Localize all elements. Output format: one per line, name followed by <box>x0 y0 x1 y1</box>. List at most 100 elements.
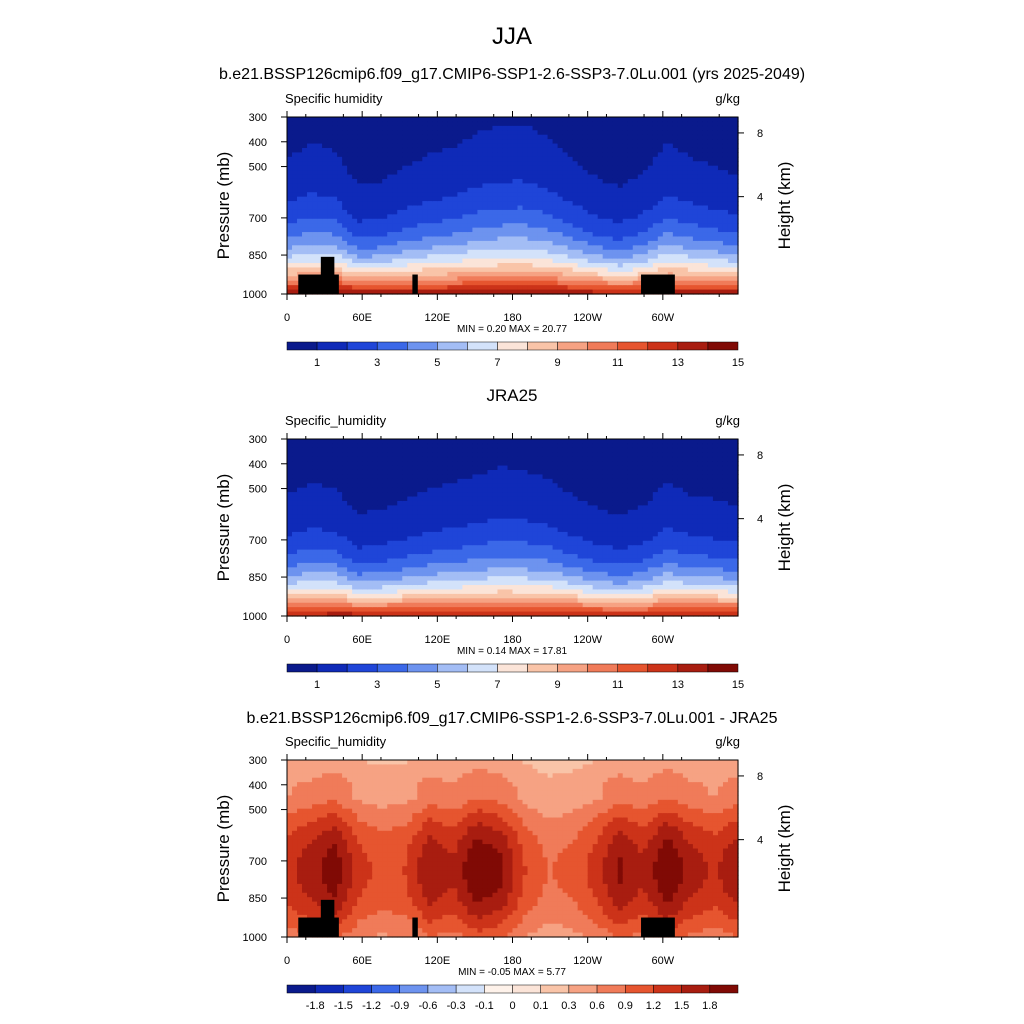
colorbar-label: 15 <box>732 357 744 369</box>
colorbar-box <box>647 341 679 351</box>
y-tick-label: 300 <box>249 434 267 446</box>
x-axis: 0 60E 120E 180 120W 60W <box>284 433 720 646</box>
y-tick-label: 850 <box>249 893 267 905</box>
colorbar-box <box>343 984 372 994</box>
x-tick-label: 120W <box>573 312 602 324</box>
y-axis: 300 400 500 700 850 1000 Pressure (mb) <box>214 112 287 301</box>
colorbar-box <box>371 984 400 994</box>
colorbar-label: 3 <box>374 357 380 369</box>
panel-title: JRA25 <box>486 386 537 405</box>
right-tick-label: 4 <box>757 192 763 204</box>
y-axis: 300 400 500 700 850 1000 Pressure (mb) <box>214 755 287 944</box>
colorbar-label: -0.3 <box>447 1000 466 1012</box>
colorbar-box <box>568 984 598 994</box>
colorbar-box <box>557 663 588 673</box>
y-tick-label: 400 <box>249 137 267 149</box>
colorbar-label: -1.8 <box>306 1000 325 1012</box>
colorbar-box <box>314 984 344 994</box>
colorbar-label: 1 <box>314 679 320 691</box>
season-title: JJA <box>492 23 532 50</box>
right-axis: 8 4 Height (km) <box>738 450 794 571</box>
x-tick-label: 0 <box>284 634 290 646</box>
panel-title: b.e21.BSSP126cmip6.f09_g17.CMIP6-SSP1-2.… <box>247 710 778 727</box>
colorbar-label: 5 <box>434 679 440 691</box>
colorbar-box <box>455 984 485 994</box>
y-tick-label: 1000 <box>243 932 267 944</box>
colorbar-box <box>617 341 649 351</box>
panel-3: b.e21.BSSP126cmip6.f09_g17.CMIP6-SSP1-2.… <box>214 710 794 1012</box>
field <box>287 117 739 295</box>
colorbar-label: -1.2 <box>362 1000 381 1012</box>
x-tick-label: 120E <box>424 312 450 324</box>
colorbar-box <box>286 341 318 351</box>
y-tick-label: 500 <box>249 805 267 817</box>
colorbar-box <box>587 341 618 351</box>
colorbar-box <box>467 341 498 351</box>
colorbar-box <box>407 663 438 673</box>
colorbar-box <box>346 341 378 351</box>
colorbar-box <box>407 341 438 351</box>
right-tick-label: 8 <box>757 771 763 783</box>
y-tick-label: 850 <box>249 572 267 584</box>
colorbar-label: 11 <box>612 679 623 691</box>
colorbar-box <box>625 984 654 994</box>
colorbar-box <box>707 663 739 673</box>
colorbar-label: 1.5 <box>674 1000 689 1012</box>
colorbar-label: 0 <box>509 1000 515 1012</box>
right-tick-label: 4 <box>757 514 763 526</box>
panel-title: b.e21.BSSP126cmip6.f09_g17.CMIP6-SSP1-2.… <box>219 66 805 83</box>
min-max-stats: MIN = 0.20 MAX = 20.77 <box>457 324 567 335</box>
y-axis-label: Pressure (mb) <box>214 795 233 903</box>
colorbar-box <box>512 984 541 994</box>
colorbar-box <box>376 341 408 351</box>
units-label: g/kg <box>715 734 740 749</box>
y-tick-label: 400 <box>249 780 267 792</box>
colorbar-label: 1 <box>314 357 320 369</box>
x-tick-label: 0 <box>284 955 290 967</box>
colorbar-box <box>316 663 348 673</box>
colorbar-box <box>557 341 588 351</box>
y-tick-label: 700 <box>249 213 267 225</box>
colorbar-label: 1.8 <box>702 1000 717 1012</box>
colorbar-label: 9 <box>555 357 561 369</box>
right-axis: 8 4 Height (km) <box>738 128 794 249</box>
x-tick-label: 180 <box>503 634 521 646</box>
colorbar-label: 13 <box>672 357 684 369</box>
x-tick-label: 180 <box>503 955 521 967</box>
colorbar-label: -1.5 <box>334 1000 353 1012</box>
colorbar-box <box>677 663 709 673</box>
y-tick-label: 500 <box>249 484 267 496</box>
x-tick-label: 120W <box>573 955 602 967</box>
terrain <box>298 256 675 294</box>
y-tick-label: 500 <box>249 162 267 174</box>
y-tick-label: 850 <box>249 250 267 262</box>
x-tick-label: 60W <box>652 312 675 324</box>
colorbar-box <box>437 341 468 351</box>
colorbar-label: 5 <box>434 357 440 369</box>
colorbar-label: 7 <box>494 679 500 691</box>
colorbar-box <box>437 663 468 673</box>
x-tick-label: 180 <box>503 312 521 324</box>
right-tick-label: 4 <box>757 835 763 847</box>
colorbar-box <box>346 663 378 673</box>
panel-2: JRA25 Specific_humidity g/kg 0 60E 120E 180 120… <box>214 386 794 691</box>
variable-label: Specific_humidity <box>285 413 387 428</box>
colorbar-label: 7 <box>494 357 500 369</box>
y-tick-label: 400 <box>249 459 267 471</box>
field <box>287 760 739 938</box>
field <box>287 439 739 617</box>
x-tick-label: 120E <box>424 634 450 646</box>
x-tick-label: 120E <box>424 955 450 967</box>
colorbar-label: 15 <box>732 679 744 691</box>
colorbar-label: 1.2 <box>646 1000 661 1012</box>
x-tick-label: 60W <box>652 634 675 646</box>
colorbar-label: -0.1 <box>475 1000 494 1012</box>
colorbar: 1 3 5 7 9 11 13 15 <box>286 663 744 691</box>
colorbar-box <box>316 341 348 351</box>
x-tick-label: 60E <box>352 955 372 967</box>
x-axis: 0 60E 120E 180 120W 60W <box>284 754 720 967</box>
y-tick-label: 300 <box>249 755 267 767</box>
variable-label: Specific humidity <box>285 91 383 106</box>
colorbar-label: -0.6 <box>418 1000 437 1012</box>
